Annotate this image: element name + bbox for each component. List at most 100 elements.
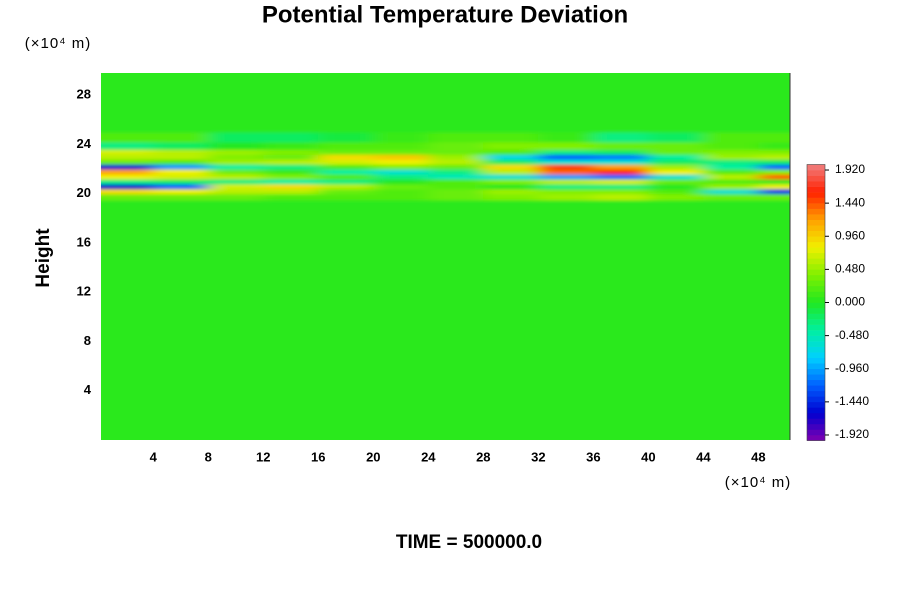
x-tick-label: 44 [696, 449, 711, 464]
heat-cell [101, 159, 154, 165]
colorbar-band [807, 186, 825, 193]
heat-cell [538, 178, 594, 185]
heat-cell [758, 173, 790, 180]
y-tick-label: 24 [77, 136, 92, 151]
heat-cell [101, 193, 154, 201]
heat-cell [263, 183, 319, 190]
heat-cell [153, 199, 209, 440]
heat-cell [428, 164, 484, 170]
colorbar-tick-label: 0.480 [835, 262, 865, 276]
colorbar-tick-label: -0.480 [835, 328, 869, 342]
heat-cell [703, 169, 759, 175]
heat-cell [648, 73, 704, 133]
chart-title: Potential Temperature Deviation [262, 1, 628, 28]
heat-cell [538, 173, 594, 180]
colorbar-band [807, 434, 825, 441]
heat-cell [318, 178, 374, 185]
colorbar-band [807, 308, 825, 314]
heat-cell [263, 149, 319, 155]
heat-cell [703, 188, 759, 195]
x-tick-label: 48 [751, 449, 765, 464]
heat-cell [593, 164, 649, 170]
colorbar-band [807, 319, 825, 325]
heat-cell [318, 188, 374, 195]
heat-cell [483, 178, 539, 185]
heat-cell [593, 169, 649, 175]
heat-cell [428, 141, 484, 150]
heat-cell [373, 159, 429, 165]
heat-cell [208, 183, 264, 190]
colorbar-band [807, 291, 825, 298]
colorbar-band [807, 368, 825, 375]
heat-cell [538, 132, 594, 143]
heat-cell [483, 159, 539, 165]
heat-cell [758, 193, 790, 201]
heat-cell [318, 183, 374, 190]
heat-cell [428, 73, 484, 133]
heat-cell [703, 141, 759, 150]
colorbar-band [807, 302, 825, 309]
heat-cell [758, 154, 790, 160]
heat-cell [703, 199, 759, 440]
heat-cell [153, 169, 209, 175]
colorbar-band [807, 390, 825, 397]
heat-cell [101, 169, 154, 175]
heat-cell [648, 159, 704, 165]
colorbar-band [807, 230, 825, 237]
heat-cell [263, 132, 319, 143]
heat-cell [758, 199, 790, 440]
heat-cell [538, 154, 594, 160]
colorbar: 1.920 1.440 0.960 0.480 0.000 -0.480 -0.960 -1.… [806, 162, 869, 441]
heat-cell [318, 141, 374, 150]
colorbar-band [807, 269, 825, 276]
heat-cell [428, 159, 484, 165]
heat-cell [208, 141, 264, 150]
colorbar-band [807, 352, 825, 358]
heat-cell [101, 73, 154, 133]
heat-cell [593, 154, 649, 160]
heat-cell [153, 149, 209, 155]
heat-cell [318, 193, 374, 201]
heat-cell [593, 199, 649, 440]
heat-cell [263, 141, 319, 150]
y-tick-label: 16 [77, 234, 91, 249]
heat-cell [428, 132, 484, 143]
heat-cell [538, 164, 594, 170]
colorbar-tick-label: 0.000 [835, 295, 865, 309]
heat-cell [153, 193, 209, 201]
colorbar-band [807, 423, 825, 430]
heat-cell [428, 183, 484, 190]
heat-cell [703, 178, 759, 185]
heat-cell [263, 199, 319, 440]
heat-cell [593, 178, 649, 185]
y-tick-label: 8 [84, 333, 91, 348]
heat-cell [648, 178, 704, 185]
colorbar-band [807, 335, 825, 342]
heat-cell [208, 173, 264, 180]
colorbar-band [807, 225, 825, 232]
colorbar-band [807, 274, 825, 281]
x-tick-label: 8 [205, 449, 212, 464]
heat-cell [538, 73, 594, 133]
y-axis-label: Height [33, 228, 54, 288]
x-tick-label: 36 [586, 449, 600, 464]
colorbar-band [807, 346, 825, 353]
heat-cell [483, 164, 539, 170]
colorbar-band [807, 203, 825, 209]
heat-cell [318, 173, 374, 180]
colorbar-band [807, 401, 825, 408]
x-tick-label: 32 [531, 449, 545, 464]
heat-cell [758, 73, 790, 133]
colorbar-band [807, 407, 825, 414]
colorbar-tick-label: 0.960 [835, 228, 865, 242]
heat-cell [593, 141, 649, 150]
heat-cell [153, 154, 209, 160]
heat-cell [538, 188, 594, 195]
heat-cell [101, 188, 154, 195]
heat-cell [703, 164, 759, 170]
colorbar-band [807, 181, 825, 187]
heat-cell [758, 159, 790, 165]
y-tick-label: 12 [77, 284, 91, 299]
x-tick-label: 16 [311, 449, 325, 464]
heat-cell [483, 193, 539, 201]
